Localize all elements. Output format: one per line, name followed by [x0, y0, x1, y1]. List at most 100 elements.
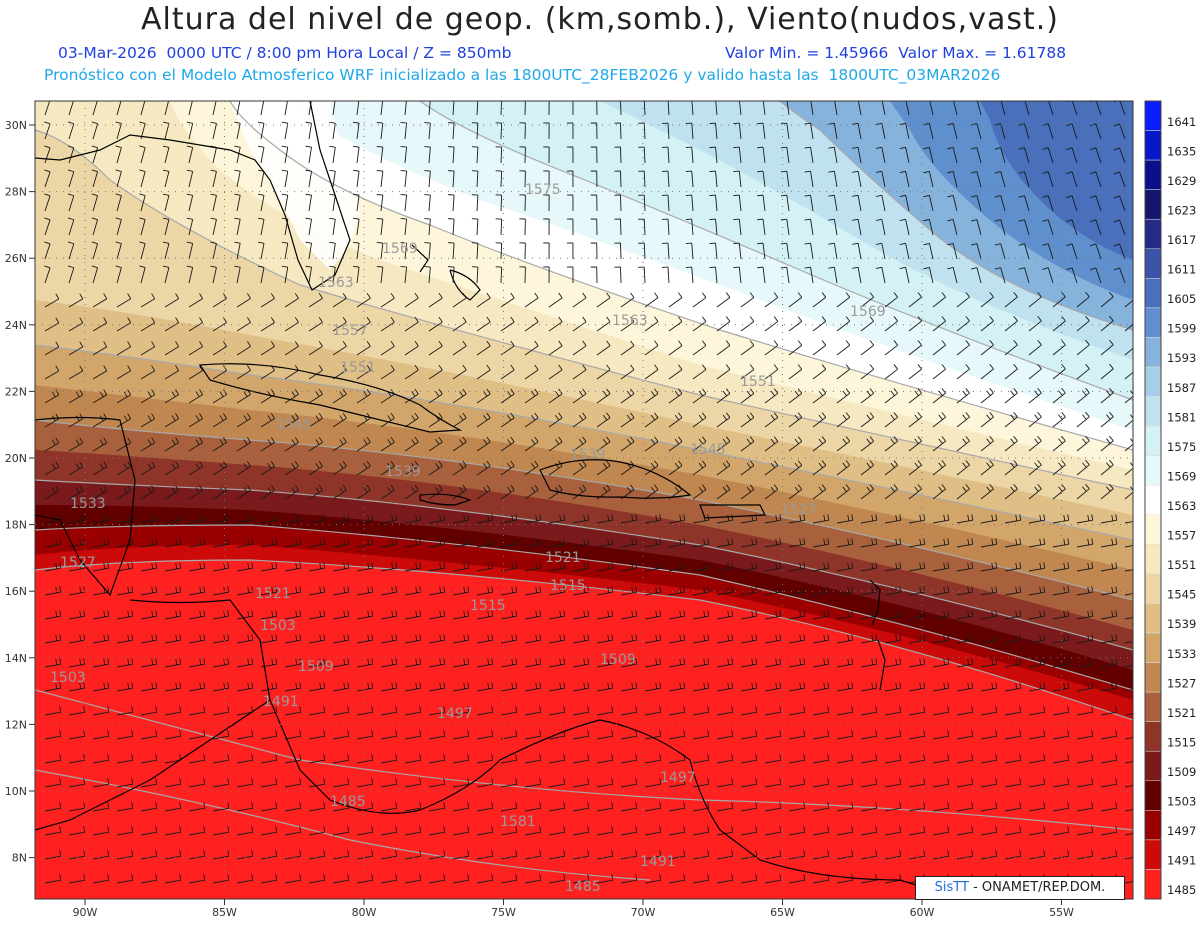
colorbar: 1641 1635 1629 1623 1617 1611 1605 1599 1593 1587…: [1144, 100, 1196, 900]
colorbar-label: 1497: [1167, 824, 1196, 838]
colorbar-swatch: [1144, 839, 1162, 870]
colorbar-label: 1515: [1167, 735, 1196, 749]
sistt-logo: SisTT: [934, 880, 969, 895]
coastlines: [35, 101, 961, 899]
colorbar-swatch: [1144, 632, 1162, 663]
colorbar-swatch: [1144, 810, 1162, 841]
lon-label: 55W: [1049, 906, 1074, 919]
contour-labels: 1575 1569 1563 1557 1551 1545 1539 1533 1527 1521…: [50, 182, 886, 895]
colorbar-swatch: [1144, 130, 1162, 161]
lat-label: 22N: [5, 385, 27, 398]
contour-label: 1533: [70, 496, 106, 512]
contour-label: 1503: [260, 618, 296, 634]
contour-label: 1569: [850, 304, 886, 320]
contour-label: 1491: [263, 694, 299, 710]
lat-label: 26N: [5, 252, 27, 265]
contour-label: 1509: [600, 652, 636, 668]
colorbar-swatch: [1144, 307, 1162, 338]
colorbar-swatch: [1144, 337, 1162, 368]
colorbar-label: 1593: [1167, 351, 1196, 365]
contour-label: 1581: [500, 814, 536, 830]
lat-label: 14N: [5, 652, 27, 665]
colorbar-label: 1569: [1167, 469, 1196, 483]
credit-box: SisTT - ONAMET/REP.DOM.: [915, 876, 1125, 900]
lon-label: 85W: [212, 906, 237, 919]
contour-label: 1515: [470, 598, 506, 614]
colorbar-swatch: [1144, 100, 1162, 131]
colorbar-label: 1599: [1167, 322, 1196, 336]
contour-lines: [35, 101, 1133, 881]
colorbar-label: 1587: [1167, 381, 1196, 395]
credit-text: - ONAMET/REP.DOM.: [968, 880, 1106, 895]
contour-label: 1515: [550, 578, 586, 594]
colorbar-swatch: [1144, 425, 1162, 456]
lat-label: 10N: [5, 785, 27, 798]
colorbar-swatch: [1144, 573, 1162, 604]
contour-label: 1539: [570, 447, 606, 463]
valid-time-text: 03-Mar-2026 0000 UTC / 8:00 pm Hora Loca…: [58, 44, 512, 62]
lon-label: 90W: [73, 906, 98, 919]
lon-label: 75W: [491, 906, 516, 919]
colorbar-swatch: [1144, 750, 1162, 782]
contour-label: 1551: [740, 374, 776, 390]
contour-label: 1521: [255, 586, 291, 602]
lat-label: 8N: [12, 852, 27, 865]
colorbar-swatch: [1144, 514, 1162, 545]
map-title: Altura del nivel de geop. (km,somb.), Vi…: [141, 2, 1059, 37]
contour-label: 1485: [565, 879, 601, 895]
contour-label: 1509: [298, 659, 334, 675]
colorbar-label: 1623: [1167, 203, 1196, 217]
colorbar-label: 1533: [1167, 647, 1196, 661]
graticule: [29, 101, 1133, 905]
min-max-values: Valor Min. = 1.45966 Valor Max. = 1.6178…: [725, 44, 1067, 62]
colorbar-label: 1629: [1167, 174, 1196, 188]
colorbar-label: 1617: [1167, 233, 1196, 247]
colorbar-swatch: [1144, 248, 1162, 279]
colorbar-swatch: [1144, 159, 1162, 190]
lat-label: 30N: [5, 119, 27, 132]
colorbar-label: 1509: [1167, 765, 1196, 779]
colorbar-swatch: [1144, 455, 1162, 486]
lat-label: 20N: [5, 452, 27, 465]
colorbar-label: 1611: [1167, 263, 1196, 277]
model-info-text: Pronóstico con el Modelo Atmosferico WRF…: [44, 66, 1001, 84]
colorbar-label: 1485: [1167, 883, 1196, 897]
lon-label: 60W: [910, 906, 935, 919]
colorbar-label: 1641: [1167, 115, 1196, 129]
lon-label: 65W: [770, 906, 795, 919]
colorbar-label: 1503: [1167, 795, 1196, 809]
contour-label: 1485: [330, 794, 366, 810]
latitude-labels: 30N 28N 26N 24N 22N 20N 18N 16N 14N 12N 10N 8N: [5, 119, 27, 865]
colorbar-swatch: [1144, 691, 1162, 722]
colorbar-label: 1527: [1167, 676, 1196, 690]
contour-label: 1527: [60, 555, 96, 571]
contour-label: 1545: [690, 442, 726, 458]
contour-label: 1563: [612, 313, 648, 329]
wind-barbs: [44, 101, 1133, 884]
colorbar-label: 1635: [1167, 144, 1196, 158]
lon-label: 80W: [352, 906, 377, 919]
contour-label: 1503: [50, 670, 86, 686]
contour-label: 1545: [276, 417, 312, 433]
lat-label: 28N: [5, 186, 27, 199]
colorbar-swatch: [1144, 780, 1162, 811]
contour-label: 1497: [660, 770, 696, 786]
contour-label: 1551: [340, 360, 376, 376]
contour-label: 1527: [781, 502, 817, 518]
contour-label: 1491: [640, 854, 676, 870]
colorbar-swatch: [1144, 544, 1162, 575]
colorbar-label: 1521: [1167, 706, 1196, 720]
contour-label: 1575: [525, 182, 561, 198]
colorbar-label: 1551: [1167, 558, 1196, 572]
colorbar-swatch: [1144, 721, 1162, 752]
lat-label: 12N: [5, 718, 27, 731]
colorbar-swatch: [1144, 869, 1162, 900]
colorbar-label: 1539: [1167, 617, 1196, 631]
contour-label: 1521: [545, 550, 581, 566]
colorbar-swatch: [1144, 396, 1162, 427]
contour-label: 1563: [318, 275, 354, 291]
colorbar-label: 1581: [1167, 410, 1196, 424]
colorbar-label: 1491: [1167, 854, 1196, 868]
lat-label: 18N: [5, 519, 27, 532]
